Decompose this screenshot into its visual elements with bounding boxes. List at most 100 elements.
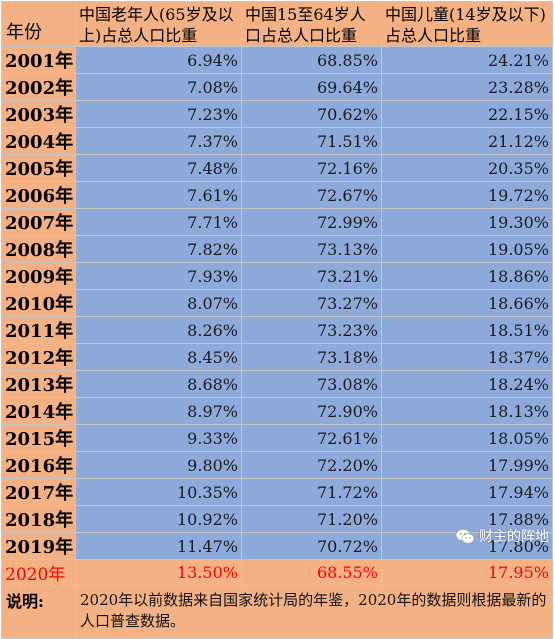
children-cell[interactable]: 18.66% [381, 289, 553, 317]
elderly-cell[interactable]: 8.26% [75, 316, 242, 344]
elderly-cell[interactable]: 9.80% [75, 451, 242, 479]
highlight-elderly-cell[interactable]: 13.50% [75, 559, 242, 586]
working-age-cell[interactable]: 70.72% [241, 532, 382, 560]
children-cell[interactable]: 17.88% [381, 505, 553, 533]
year-cell[interactable]: 2006年 [1, 181, 76, 209]
working-age-cell[interactable]: 73.21% [241, 262, 382, 290]
elderly-cell[interactable]: 9.33% [75, 424, 242, 452]
year-cell[interactable]: 2009年 [1, 262, 76, 290]
working-age-cell[interactable]: 73.23% [241, 316, 382, 344]
children-cell[interactable]: 20.35% [381, 154, 553, 182]
working-age-cell[interactable]: 71.20% [241, 505, 382, 533]
working-age-cell[interactable]: 73.13% [241, 235, 382, 263]
header-working-age[interactable]: 中国15至64岁人口占总人口比重 [241, 1, 382, 47]
children-cell[interactable]: 23.28% [381, 73, 553, 101]
header-year[interactable]: 年份 [1, 1, 76, 47]
highlight-children-cell[interactable]: 17.95% [381, 559, 553, 586]
children-cell[interactable]: 18.86% [381, 262, 553, 290]
children-cell[interactable]: 18.24% [381, 370, 553, 398]
elderly-cell[interactable]: 7.93% [75, 262, 242, 290]
elderly-cell[interactable]: 10.35% [75, 478, 242, 506]
working-age-cell[interactable]: 72.90% [241, 397, 382, 425]
elderly-cell[interactable]: 8.68% [75, 370, 242, 398]
year-cell[interactable]: 2018年 [1, 505, 76, 533]
year-cell[interactable]: 2016年 [1, 451, 76, 479]
children-cell[interactable]: 24.21% [381, 46, 553, 74]
watermark: 财主的阵地 [455, 526, 549, 546]
working-age-cell[interactable]: 71.72% [241, 478, 382, 506]
children-cell[interactable]: 18.51% [381, 316, 553, 344]
working-age-cell[interactable]: 73.18% [241, 343, 382, 371]
table-row: 2007年 7.71% 72.99% 19.30% [1, 208, 553, 236]
elderly-cell[interactable]: 11.47% [75, 532, 242, 560]
table-row: 2017年 10.35% 71.72% 17.94% [1, 478, 553, 506]
year-cell[interactable]: 2010年 [1, 289, 76, 317]
elderly-cell[interactable]: 7.08% [75, 73, 242, 101]
year-cell[interactable]: 2019年 [1, 532, 76, 560]
year-cell[interactable]: 2014年 [1, 397, 76, 425]
children-cell[interactable]: 19.05% [381, 235, 553, 263]
working-age-cell[interactable]: 70.62% [241, 100, 382, 128]
children-cell[interactable]: 17.99% [381, 451, 553, 479]
highlight-working-age-cell[interactable]: 68.55% [241, 559, 382, 586]
working-age-cell[interactable]: 71.51% [241, 127, 382, 155]
working-age-cell[interactable]: 69.64% [241, 73, 382, 101]
year-cell[interactable]: 2001年 [1, 46, 76, 74]
table-row: 2016年 9.80% 72.20% 17.99% [1, 451, 553, 479]
children-cell[interactable]: 21.12% [381, 127, 553, 155]
elderly-cell[interactable]: 6.94% [75, 46, 242, 74]
elderly-cell[interactable]: 7.37% [75, 127, 242, 155]
table-row: 2003年 7.23% 70.62% 22.15% [1, 100, 553, 128]
year-cell[interactable]: 2008年 [1, 235, 76, 263]
year-cell[interactable]: 2017年 [1, 478, 76, 506]
working-age-cell[interactable]: 72.67% [241, 181, 382, 209]
children-cell[interactable]: 18.13% [381, 397, 553, 425]
year-cell[interactable]: 2015年 [1, 424, 76, 452]
working-age-cell[interactable]: 72.20% [241, 451, 382, 479]
note-text[interactable]: 2020年以前数据来自国家统计局的年鉴，2020年的数据则根据最新的人口普查数据… [75, 585, 553, 639]
children-cell[interactable]: 18.37% [381, 343, 553, 371]
highlight-row-2020: 2020年 13.50% 68.55% 17.95% [1, 559, 553, 586]
header-row: 年份 中国老年人(65岁及以上)占总人口比重 中国15至64岁人口占总人口比重 … [1, 1, 553, 47]
working-age-cell[interactable]: 73.27% [241, 289, 382, 317]
header-children[interactable]: 中国儿童(14岁及以下)占总人口比重 [381, 1, 553, 47]
watermark-text: 财主的阵地 [479, 529, 549, 545]
working-age-cell[interactable]: 68.85% [241, 46, 382, 74]
year-cell[interactable]: 2005年 [1, 154, 76, 182]
year-cell[interactable]: 2002年 [1, 73, 76, 101]
elderly-cell[interactable]: 7.82% [75, 235, 242, 263]
year-cell[interactable]: 2007年 [1, 208, 76, 236]
table-row: 2013年 8.68% 73.08% 18.24% [1, 370, 553, 398]
working-age-cell[interactable]: 72.99% [241, 208, 382, 236]
children-cell[interactable]: 17.94% [381, 478, 553, 506]
note-label[interactable]: 说明: [1, 585, 76, 639]
working-age-cell[interactable]: 72.16% [241, 154, 382, 182]
elderly-cell[interactable]: 7.23% [75, 100, 242, 128]
year-cell[interactable]: 2013年 [1, 370, 76, 398]
year-cell[interactable]: 2004年 [1, 127, 76, 155]
working-age-cell[interactable]: 73.08% [241, 370, 382, 398]
children-cell[interactable]: 19.30% [381, 208, 553, 236]
elderly-cell[interactable]: 8.97% [75, 397, 242, 425]
elderly-cell[interactable]: 7.71% [75, 208, 242, 236]
elderly-cell[interactable]: 7.61% [75, 181, 242, 209]
children-cell[interactable]: 18.05% [381, 424, 553, 452]
children-cell[interactable]: 22.15% [381, 100, 553, 128]
year-cell[interactable]: 2011年 [1, 316, 76, 344]
elderly-cell[interactable]: 10.92% [75, 505, 242, 533]
table-row: 2014年 8.97% 72.90% 18.13% [1, 397, 553, 425]
elderly-cell[interactable]: 8.07% [75, 289, 242, 317]
children-cell[interactable]: 19.72% [381, 181, 553, 209]
working-age-cell[interactable]: 72.61% [241, 424, 382, 452]
highlight-year-cell[interactable]: 2020年 [1, 559, 76, 586]
table-row: 2011年 8.26% 73.23% 18.51% [1, 316, 553, 344]
note-row: 说明: 2020年以前数据来自国家统计局的年鉴，2020年的数据则根据最新的人口… [1, 585, 553, 639]
year-cell[interactable]: 2012年 [1, 343, 76, 371]
header-elderly[interactable]: 中国老年人(65岁及以上)占总人口比重 [75, 1, 242, 47]
year-cell[interactable]: 2003年 [1, 100, 76, 128]
table-row: 2001年 6.94% 68.85% 24.21% [1, 46, 553, 74]
elderly-cell[interactable]: 8.45% [75, 343, 242, 371]
elderly-cell[interactable]: 7.48% [75, 154, 242, 182]
